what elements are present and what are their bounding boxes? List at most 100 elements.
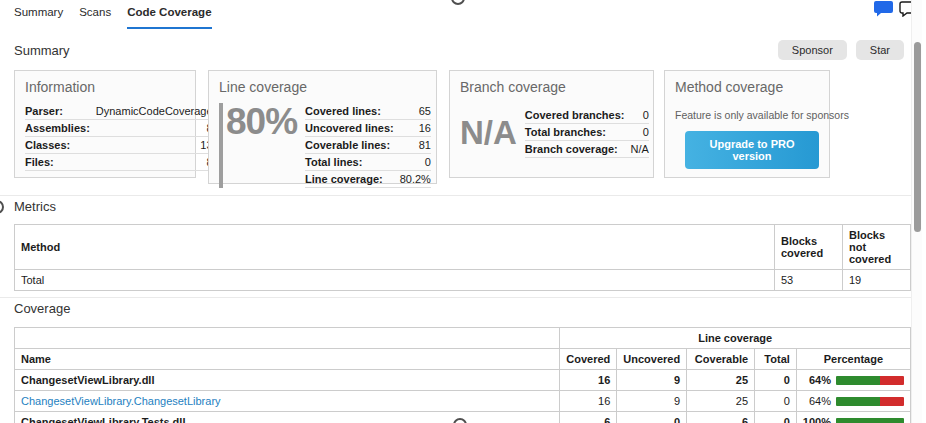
percentage-value: 64% <box>809 395 831 407</box>
summary-section-header: Summary Sponsor Star <box>14 38 904 62</box>
section-divider <box>0 195 911 196</box>
coverage-cell-total: 0 <box>755 391 797 412</box>
summary-section-title: Summary <box>14 43 70 58</box>
stat-row: Uncovered lines:16 <box>305 120 431 137</box>
stat-label: Parser: <box>25 103 96 120</box>
stat-row: Total branches:0 <box>525 124 649 141</box>
stat-row: Assemblies:8 <box>25 120 213 137</box>
coverage-cell-uncovered: 0 <box>617 412 687 423</box>
stat-value: 0 <box>400 154 431 171</box>
method-coverage-card-title: Method coverage <box>675 79 819 95</box>
sponsor-button[interactable]: Sponsor <box>778 40 847 60</box>
coverage-row-name: ChangesetViewLibrary.Tests.dll <box>15 412 560 423</box>
information-card: Information Parser:DynamicCodeCoverageAs… <box>14 70 196 178</box>
coverage-group-header: Line coverage <box>560 328 911 349</box>
tab-summary[interactable]: Summary <box>14 6 63 29</box>
method-coverage-card: Method coverage Feature is only availabl… <box>664 70 830 178</box>
coverage-bar-uncovered <box>880 376 904 385</box>
coverage-cell-coverable: 6 <box>687 412 755 423</box>
stat-value: DynamicCodeCoverage <box>96 103 213 120</box>
information-card-title: Information <box>25 79 185 95</box>
stat-value: 81 <box>400 137 431 154</box>
crop-handle-left[interactable] <box>0 200 4 214</box>
coverage-cell-total: 0 <box>755 412 797 423</box>
metrics-section-title: Metrics <box>14 199 56 214</box>
stat-row: Covered branches:0 <box>525 107 649 124</box>
coverage-bar-uncovered <box>880 397 904 406</box>
coverage-group-header-row: Line coverage <box>15 328 911 349</box>
coverage-col-percentage[interactable]: Percentage <box>796 349 910 370</box>
stat-value: 8 <box>96 120 213 137</box>
coverage-cell-total: 0 <box>755 370 797 391</box>
code-coverage-page: Summary Scans Code Coverage Summary Spon… <box>0 0 926 423</box>
percentage-value: 100% <box>803 416 831 423</box>
stat-value: 13 <box>96 137 213 154</box>
header-buttons: Sponsor Star <box>778 40 904 60</box>
coverage-cell-covered: 16 <box>560 391 617 412</box>
metrics-total-label: Total <box>15 270 775 291</box>
scrollbar-thumb[interactable] <box>914 42 921 232</box>
coverage-cell-covered: 6 <box>560 412 617 423</box>
stat-value: 8 <box>96 154 213 171</box>
line-coverage-card: Line coverage 80% Covered lines:65Uncove… <box>208 70 437 184</box>
coverage-col-name[interactable]: Name <box>15 349 560 370</box>
coverage-row-name: ChangesetViewLibrary.dll <box>15 370 560 391</box>
metrics-col-blocks-covered: Blocks covered <box>775 225 843 270</box>
summary-cards: Information Parser:DynamicCodeCoverageAs… <box>0 70 926 186</box>
coverage-bar <box>836 418 904 423</box>
coverage-row-name-link[interactable]: ChangesetViewLibrary.ChangesetLibrary <box>15 391 560 412</box>
metrics-total-row: Total 53 19 <box>15 270 911 291</box>
line-coverage-stats-table: Covered lines:65Uncovered lines:16Covera… <box>305 103 431 188</box>
branch-coverage-stats-table: Covered branches:0Total branches:0Branch… <box>525 107 649 158</box>
stat-label: Covered lines: <box>305 103 400 120</box>
branch-coverage-big-value: N/A <box>460 116 517 149</box>
tab-code-coverage[interactable]: Code Coverage <box>127 6 211 29</box>
coverage-cell-covered: 16 <box>560 370 617 391</box>
metrics-total-blocks-not-covered: 19 <box>843 270 911 291</box>
stat-row: Branch coverage:N/A <box>525 141 649 158</box>
metrics-header-row: Method Blocks covered Blocks not covered <box>15 225 911 270</box>
chat-bubble-icon[interactable] <box>874 0 894 17</box>
coverage-bar-covered <box>836 418 904 423</box>
coverage-col-uncovered[interactable]: Uncovered <box>617 349 687 370</box>
coverage-row: ChangesetViewLibrary.ChangesetLibrary169… <box>15 391 911 412</box>
metrics-col-method: Method <box>15 225 775 270</box>
upgrade-pro-button[interactable]: Upgrade to PRO version <box>685 131 819 169</box>
coverage-col-covered[interactable]: Covered <box>560 349 617 370</box>
coverage-cell-uncovered: 9 <box>617 370 687 391</box>
stat-value: 0 <box>631 107 649 124</box>
coverage-cell-coverable: 25 <box>687 370 755 391</box>
coverage-col-total[interactable]: Total <box>755 349 797 370</box>
crop-handle-top[interactable] <box>451 0 465 5</box>
stat-row: Covered lines:65 <box>305 103 431 120</box>
stat-label: Files: <box>25 154 96 171</box>
line-coverage-gauge: 80% <box>219 103 297 188</box>
coverage-bar-covered <box>836 376 880 385</box>
coverage-bar-covered <box>836 397 880 406</box>
stat-row: Classes:13 <box>25 137 213 154</box>
percentage-value: 64% <box>809 374 831 386</box>
coverage-row: ChangesetViewLibrary.dll169250 64% <box>15 370 911 391</box>
coverage-section-title: Coverage <box>14 301 70 316</box>
tab-bar: Summary Scans Code Coverage <box>14 6 212 29</box>
coverage-col-coverable[interactable]: Coverable <box>687 349 755 370</box>
star-button[interactable]: Star <box>856 40 904 60</box>
line-coverage-big-value: 80% <box>226 103 297 142</box>
stat-row: Total lines:0 <box>305 154 431 171</box>
stat-label: Classes: <box>25 137 96 154</box>
stat-value: N/A <box>631 141 649 158</box>
stat-label: Line coverage: <box>305 171 400 188</box>
metrics-total-blocks-covered: 53 <box>775 270 843 291</box>
stat-value: 0 <box>631 124 649 141</box>
stat-row: Coverable lines:81 <box>305 137 431 154</box>
tab-scans[interactable]: Scans <box>79 6 111 29</box>
coverage-bar <box>836 376 904 385</box>
stat-label: Coverable lines: <box>305 137 400 154</box>
stat-row: Files:8 <box>25 154 213 171</box>
coverage-cell-percentage: 100% <box>796 412 910 423</box>
stat-label: Assemblies: <box>25 120 96 137</box>
section-divider <box>0 297 911 298</box>
stat-value: 80.2% <box>400 171 431 188</box>
scrollbar[interactable] <box>911 0 922 423</box>
metrics-col-blocks-not-covered: Blocks not covered <box>843 225 911 270</box>
